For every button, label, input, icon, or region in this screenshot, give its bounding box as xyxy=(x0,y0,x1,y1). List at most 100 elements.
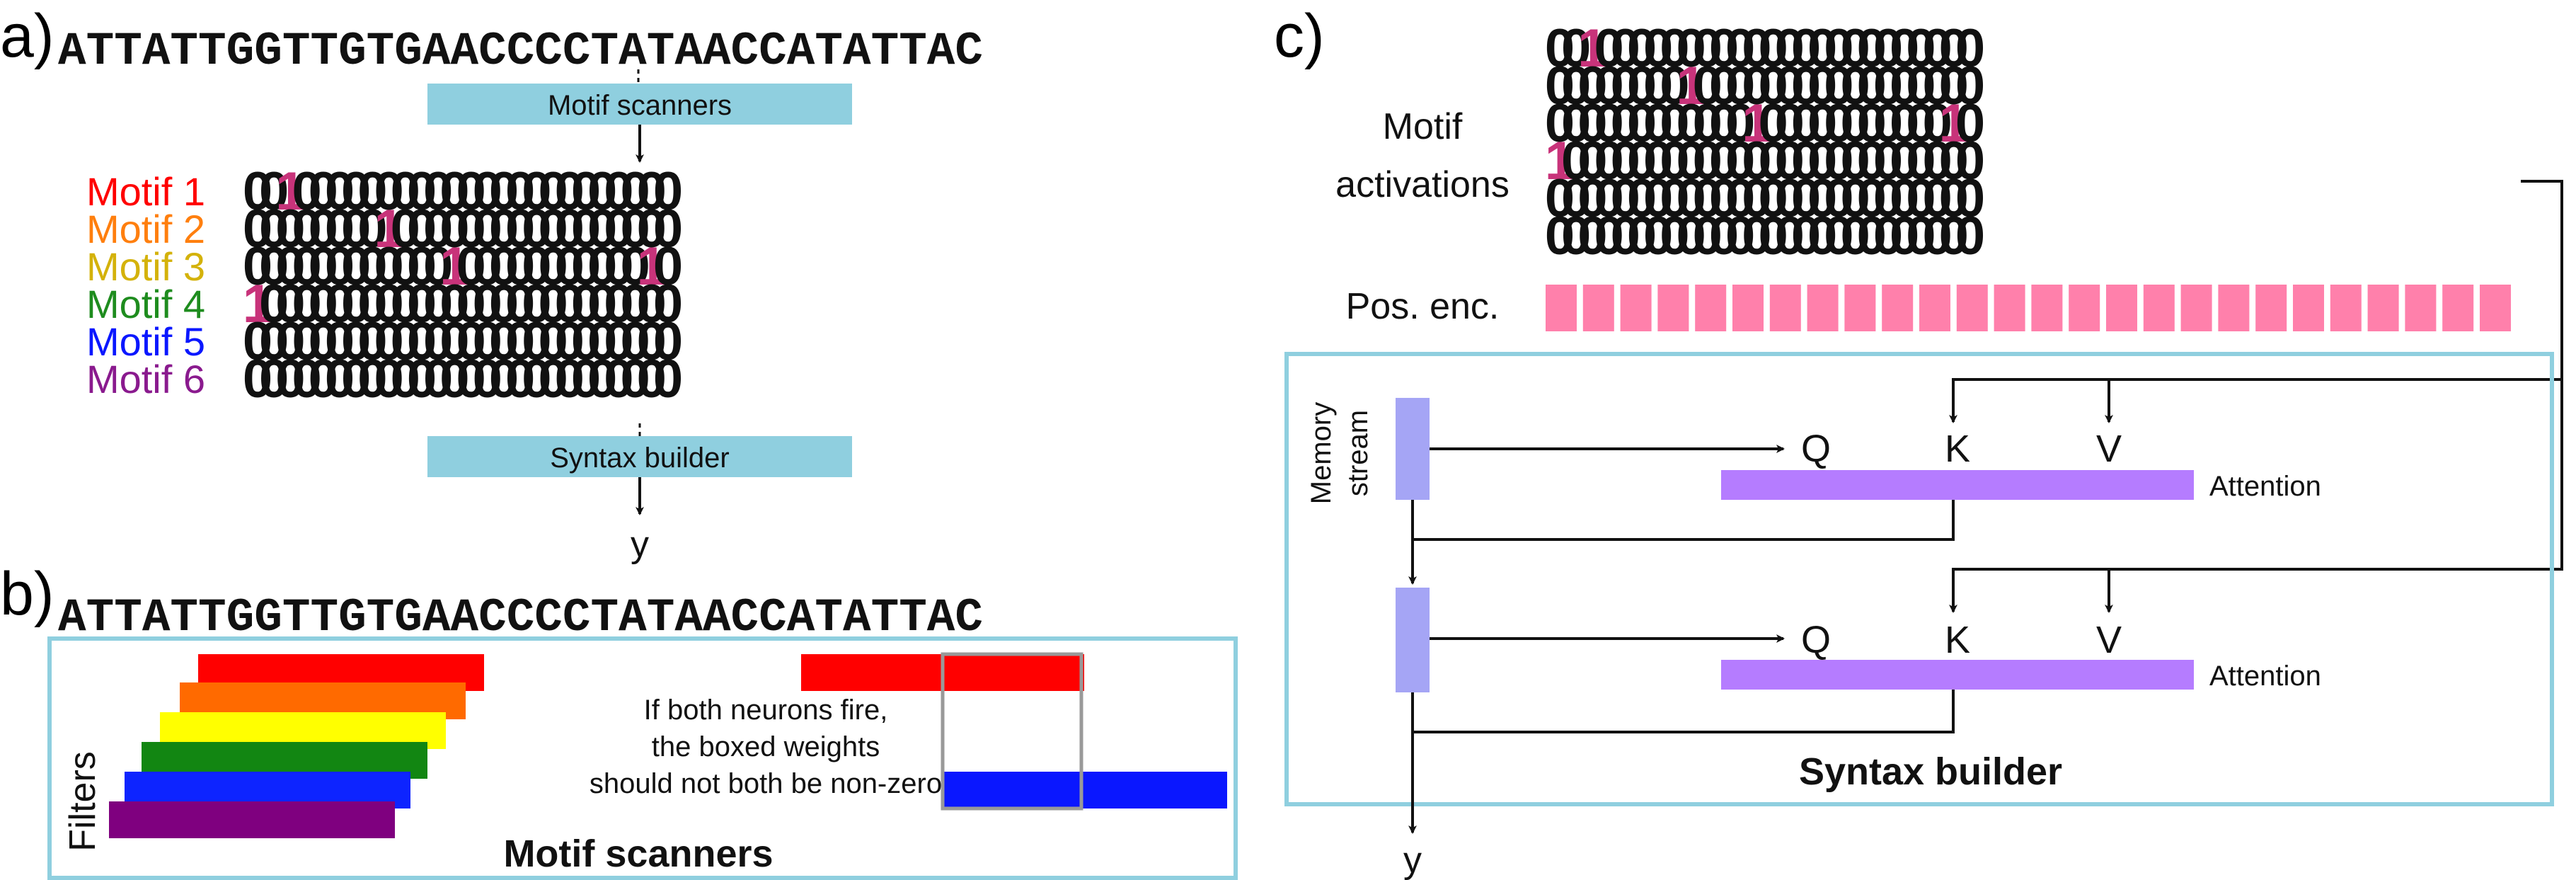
panel-a-motif-row-4-bit: 0 xyxy=(653,274,683,334)
panel-c-motif-row-5-bit: 0 xyxy=(1693,168,1723,229)
panel-a-motif-row-1-bit: 0 xyxy=(423,161,453,222)
panel-c-motif-row-2-active-bit: 1 xyxy=(1676,56,1706,116)
panel-c-motif-row-6-bit: 0 xyxy=(1693,206,1723,266)
panel-a-motif-row-3-active-bit: 1 xyxy=(439,236,469,297)
panel-c-motif-row-6-bit: 0 xyxy=(1594,206,1623,266)
panel-a-motif-row-2-bit: 0 xyxy=(604,199,633,259)
panel-c-motif-row-3-bit: 0 xyxy=(1594,93,1623,154)
panel-a-motif-row-3-bit: 0 xyxy=(456,236,485,297)
panel-a-motif-row-6-bit: 0 xyxy=(325,349,355,409)
panel-a-motif-row-2-bit: 0 xyxy=(489,199,519,259)
panel-c-motif-row-6-bit: 0 xyxy=(1906,206,1936,266)
panel-c-motif-row-2-bit: 0 xyxy=(1807,56,1837,116)
motif-label-6: Motif 6 xyxy=(86,357,205,401)
panel-c-motif-row-3-bit: 0 xyxy=(1545,93,1575,154)
panel-c-motif-row-4-bit: 0 xyxy=(1643,131,1673,191)
panel-a-motif-row-5-bit: 0 xyxy=(637,312,667,372)
pos-enc-cell xyxy=(1844,285,1876,331)
panel-a-motif-row-4-bit: 0 xyxy=(292,274,321,334)
panel-a-motif-row-6-bit: 0 xyxy=(538,349,568,409)
panel-a-motif-row-2-bit: 0 xyxy=(456,199,485,259)
q1-label: Q xyxy=(1801,428,1831,470)
panel-c-motif-row-5-bit: 0 xyxy=(1742,168,1771,229)
pos-enc-cell xyxy=(2218,285,2250,331)
panel-c-motif-row-6-bit: 0 xyxy=(1840,206,1870,266)
panel-a-motif-row-3-bit: 0 xyxy=(341,236,371,297)
panel-c-motif-row-6-bit: 0 xyxy=(1577,206,1607,266)
panel-c-motif-row-6-bit: 0 xyxy=(1955,206,1985,266)
panel-a-motif-row-5-bit: 0 xyxy=(456,312,485,372)
panel-a-motif-row-5-bit: 0 xyxy=(391,312,420,372)
activations-label-line-1: Motif xyxy=(1383,106,1463,147)
panel-c-motif-row-5-bit: 0 xyxy=(1906,168,1936,229)
panel-c-motif-row-1-bit: 0 xyxy=(1922,18,1952,79)
panel-c-motif-row-2-bit: 0 xyxy=(1906,56,1936,116)
panel-a-motif-row-1-bit: 0 xyxy=(538,161,568,222)
panel-a-motif-row-2-bit: 0 xyxy=(555,199,585,259)
panel-c-motif-row-2-bit: 0 xyxy=(1709,56,1739,116)
panel-c-motif-row-2-bit: 0 xyxy=(1824,56,1853,116)
panel-c-motif-row-3-bit: 0 xyxy=(1807,93,1837,154)
panel-c-motif-row-5-bit: 0 xyxy=(1660,168,1689,229)
panel-a-motif-row-4-bit: 0 xyxy=(325,274,355,334)
panel-c-motif-row-6-bit: 0 xyxy=(1561,206,1591,266)
panel-a-motif-row-5-bit: 0 xyxy=(538,312,568,372)
overlap-box xyxy=(941,652,1083,811)
panel-c-motif-row-3-bit: 0 xyxy=(1709,93,1739,154)
panel-c-motif-row-6-bit: 0 xyxy=(1775,206,1805,266)
panel-a-motif-row-1-bit: 0 xyxy=(456,161,485,222)
panel-c-motif-row-6-bit: 0 xyxy=(1709,206,1739,266)
panel-c-motif-row-1-bit: 0 xyxy=(1545,18,1575,79)
pos-enc-cell xyxy=(2069,285,2100,331)
panel-c-motif-row-4-bit: 0 xyxy=(1922,131,1952,191)
panel-c-motif-row-2-bit: 0 xyxy=(1627,56,1657,116)
filter-stack xyxy=(109,654,484,838)
pos-enc-cell xyxy=(1657,285,1689,331)
panel-a-motif-row-2-bit: 0 xyxy=(571,199,601,259)
panel-c-motif-row-1-bit: 0 xyxy=(1693,18,1723,79)
panel-a-motif-row-4-bit: 0 xyxy=(571,274,601,334)
panel-c-motif-row-6-bit: 0 xyxy=(1890,206,1919,266)
panel-a-motif-row-4-bit: 0 xyxy=(473,274,502,334)
attention-label-1: Attention xyxy=(2209,471,2321,502)
panel-a-motif-row-1-bit: 0 xyxy=(555,161,585,222)
panel-c-motif-row-6-bit: 0 xyxy=(1857,206,1887,266)
panel-c-motif-row-2-bit: 0 xyxy=(1545,56,1575,116)
panel-a-motif-row-6-bit: 0 xyxy=(292,349,321,409)
pos-enc-cell xyxy=(2143,285,2175,331)
panel-c-motif-row-3-active-bit: 1 xyxy=(1742,93,1771,154)
panel-c-motif-row-6-bit: 0 xyxy=(1758,206,1788,266)
panel-c-motif-row-6-bit: 0 xyxy=(1791,206,1821,266)
panel-a-motif-row-6-bit: 0 xyxy=(423,349,453,409)
panel-a-motif-row-2-bit: 0 xyxy=(325,199,355,259)
panel-c-motif-row-3-bit: 0 xyxy=(1676,93,1706,154)
pos-enc-cell xyxy=(2330,285,2362,331)
panel-c-motif-row-2-bit: 0 xyxy=(1577,56,1607,116)
panel-c-motif-row-6-bit: 0 xyxy=(1742,206,1771,266)
syntax-builder-frame xyxy=(1284,352,2554,806)
panel-a-motif-row-5-bit: 0 xyxy=(473,312,502,372)
pos-enc-cell xyxy=(2180,285,2212,331)
panel-c-motif-row-4-bit: 0 xyxy=(1857,131,1887,191)
panel-c-motif-row-4-bit: 0 xyxy=(1709,131,1739,191)
pos-enc-cell xyxy=(1695,285,1727,331)
panel-a-motif-row-5-bit: 0 xyxy=(374,312,403,372)
panel-a-motif-row-4-bit: 0 xyxy=(391,274,420,334)
panel-a-motif-row-6-bit: 0 xyxy=(489,349,519,409)
panel-c-motif-row-4-bit: 0 xyxy=(1775,131,1805,191)
panel-c-motif-row-2-bit: 0 xyxy=(1939,56,1969,116)
panel-c-motif-row-3-bit: 0 xyxy=(1791,93,1821,154)
motif-scanners-box xyxy=(427,84,852,125)
panel-c-motif-row-2-bit: 0 xyxy=(1955,56,1985,116)
panel-a-motif-row-2-bit: 0 xyxy=(309,199,338,259)
panel-a-motif-row-5-bit: 0 xyxy=(259,312,289,372)
panel-a-motif-row-5-bit: 0 xyxy=(243,312,272,372)
panel-a-motif-row-6-bit: 0 xyxy=(456,349,485,409)
panel-c-motif-row-2-bit: 0 xyxy=(1725,56,1755,116)
panel-a-motif-row-3-bit: 0 xyxy=(571,236,601,297)
panel-a-motif-row-6-bit: 0 xyxy=(439,349,469,409)
activations-to-k2-arrow xyxy=(1949,379,2563,613)
panel-c-motif-row-5-bit: 0 xyxy=(1775,168,1805,229)
panel-c-motif-row-1-bit: 0 xyxy=(1594,18,1623,79)
